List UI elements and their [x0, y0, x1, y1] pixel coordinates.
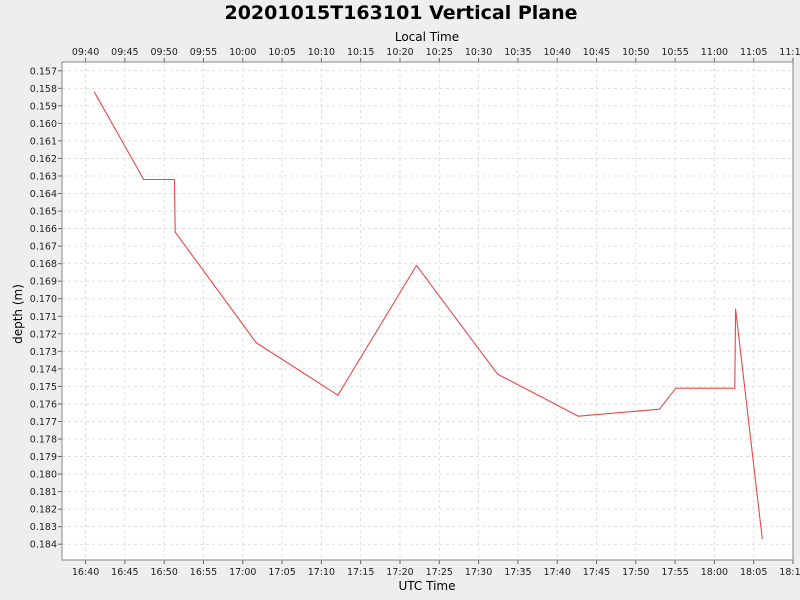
x-tick-label: 17:05	[268, 567, 295, 578]
x-tick-label: 16:45	[111, 567, 138, 578]
y-tick-label: 0.167	[30, 242, 57, 253]
y-tick-label: 0.169	[30, 277, 57, 288]
y-tick-label: 0.166	[30, 224, 57, 235]
y-tick-label: 0.184	[30, 540, 57, 551]
y-tick-label: 0.159	[30, 101, 57, 112]
x2-tick-label: 09:50	[150, 47, 177, 58]
x-tick-label: 17:20	[386, 567, 413, 578]
y-tick-label: 0.173	[30, 347, 57, 358]
x2-tick-label: 09:55	[190, 47, 217, 58]
x2-tick-label: 10:10	[308, 47, 335, 58]
y-tick-label: 0.170	[30, 294, 57, 305]
x2-tick-label: 10:20	[386, 47, 413, 58]
y-tick-label: 0.177	[30, 417, 57, 428]
x2-tick-label: 10:15	[347, 47, 374, 58]
y-tick-label: 0.175	[30, 382, 57, 393]
x-tick-label: 17:25	[426, 567, 453, 578]
y-tick-label: 0.160	[30, 119, 57, 130]
chart-title: 20201015T163101 Vertical Plane	[224, 2, 577, 24]
local-time-axis-label: Local Time	[395, 30, 459, 44]
x-tick-label: 17:00	[229, 567, 256, 578]
x2-tick-label: 10:50	[622, 47, 649, 58]
x-tick-label: 17:10	[308, 567, 335, 578]
x2-tick-label: 10:00	[229, 47, 256, 58]
plot-border	[61, 61, 794, 561]
x-tick-label: 17:55	[661, 567, 688, 578]
y-tick-label: 0.181	[30, 487, 57, 498]
y-tick-label: 0.174	[30, 364, 57, 375]
y-tick-label: 0.165	[30, 207, 57, 218]
depth-series-line	[93, 91, 763, 540]
x-tick-label: 18:10	[779, 567, 800, 578]
y-tick-label: 0.183	[30, 522, 57, 533]
x-tick-label: 17:40	[543, 567, 570, 578]
x2-tick-label: 10:55	[661, 47, 688, 58]
y-tick-label: 0.179	[30, 452, 57, 463]
y-tick-label: 0.163	[30, 171, 57, 182]
y-tick-label: 0.161	[30, 136, 57, 147]
y-tick-label: 0.168	[30, 259, 57, 270]
x-tick-label: 16:40	[72, 567, 99, 578]
x2-tick-label: 09:40	[72, 47, 99, 58]
y-tick-label: 0.172	[30, 329, 57, 340]
x-tick-label: 17:15	[347, 567, 374, 578]
x2-tick-label: 10:30	[465, 47, 492, 58]
plot-area	[62, 62, 793, 560]
y-tick-label: 0.157	[30, 66, 57, 77]
utc-time-axis-label: UTC Time	[399, 579, 456, 593]
y-tick-label: 0.182	[30, 505, 57, 516]
x-tick-label: 18:00	[701, 567, 728, 578]
y-tick-label: 0.164	[30, 189, 57, 200]
x-tick-label: 17:30	[465, 567, 492, 578]
axis-ticks: 16:40 09:40 16:45 09:45 16:50 09:50 16:55 09:55…	[30, 47, 800, 578]
x-tick-label: 17:35	[504, 567, 531, 578]
x2-tick-label: 10:45	[583, 47, 610, 58]
x2-tick-label: 10:35	[504, 47, 531, 58]
x-tick-label: 16:55	[190, 567, 217, 578]
x2-tick-label: 10:25	[426, 47, 453, 58]
y-tick-label: 0.178	[30, 435, 57, 446]
x2-tick-label: 11:10	[779, 47, 800, 58]
x2-tick-label: 10:05	[268, 47, 295, 58]
x2-tick-label: 11:05	[740, 47, 767, 58]
x2-tick-label: 09:45	[111, 47, 138, 58]
y-tick-label: 0.176	[30, 399, 57, 410]
y-tick-label: 0.158	[30, 84, 57, 95]
x2-tick-label: 11:00	[701, 47, 728, 58]
x2-tick-label: 10:40	[543, 47, 570, 58]
depth-axis-label: depth (m)	[11, 284, 25, 344]
y-tick-label: 0.171	[30, 312, 57, 323]
x-tick-label: 18:05	[740, 567, 767, 578]
x-tick-label: 17:45	[583, 567, 610, 578]
y-tick-label: 0.162	[30, 154, 57, 165]
series-layer	[93, 91, 763, 540]
x-tick-label: 17:50	[622, 567, 649, 578]
y-tick-label: 0.180	[30, 470, 57, 481]
x-tick-label: 16:50	[150, 567, 177, 578]
